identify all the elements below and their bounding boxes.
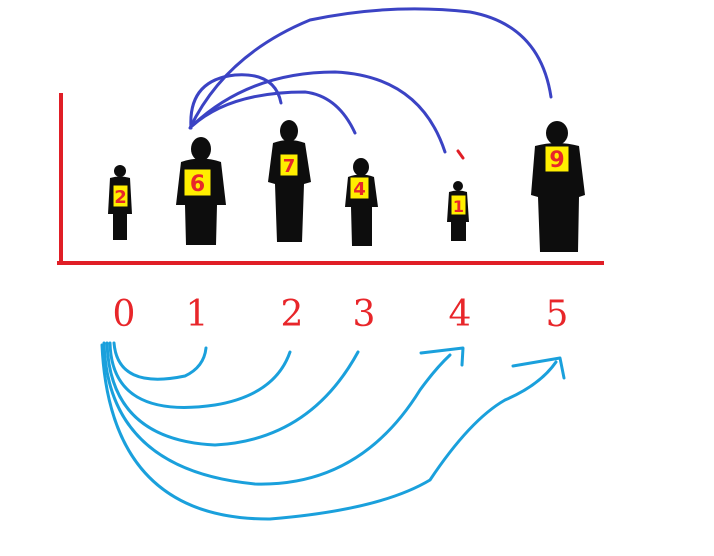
badge-4: 1	[450, 194, 467, 216]
top-arrow-to-4-tick	[456, 149, 465, 160]
top-arrow-to-5	[188, 7, 553, 130]
bottom-arrow-to-5	[100, 343, 558, 521]
person-3	[345, 158, 378, 246]
bottom-arrow-to-5-head	[511, 356, 566, 380]
badge-1: 6	[183, 168, 212, 197]
index-label-4: 4	[449, 294, 472, 335]
person-5	[531, 121, 585, 252]
badge-5: 9	[544, 145, 570, 173]
bottom-arrow-to-4	[102, 341, 452, 486]
bottom-arrow-to-3	[105, 341, 360, 447]
badge-value-3: 4	[353, 179, 366, 200]
badge-3: 4	[349, 176, 370, 200]
index-label-0: 0	[113, 294, 136, 335]
index-label-3: 3	[353, 294, 376, 335]
person-2	[268, 120, 311, 242]
index-label-5: 5	[546, 294, 569, 335]
bottom-arrow-to-4-head	[419, 346, 465, 367]
axes	[57, 93, 604, 265]
top-arrow-to-3	[190, 90, 357, 135]
badge-value-4: 1	[453, 197, 464, 216]
index-label-2: 2	[281, 294, 304, 335]
top-arrows	[188, 7, 553, 160]
badge-0: 2	[112, 184, 129, 208]
badge-value-1: 6	[190, 172, 205, 197]
badge-value-0: 2	[114, 187, 127, 208]
index-label-1: 1	[186, 294, 209, 335]
bottom-arrow-to-2	[108, 341, 292, 409]
bottom-arrows	[100, 341, 566, 521]
bottom-arrow-to-1	[112, 341, 208, 381]
top-arrow-to-4	[191, 70, 447, 154]
badge-value-5: 9	[549, 148, 564, 173]
top-arrow-to-2	[189, 73, 283, 130]
index-labels: 0 1 2 3 4 5	[113, 294, 569, 335]
badge-2: 7	[279, 153, 299, 177]
badge-value-2: 7	[283, 156, 296, 177]
